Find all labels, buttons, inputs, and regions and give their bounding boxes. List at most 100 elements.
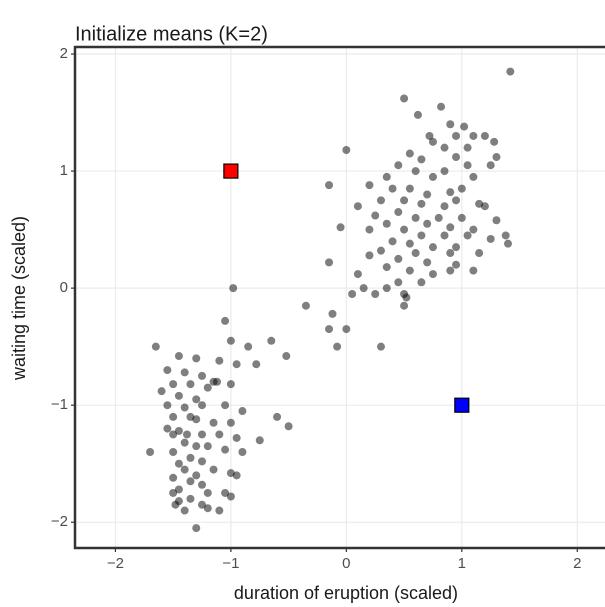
data-point — [417, 199, 426, 208]
data-point — [186, 380, 195, 389]
data-point — [146, 448, 155, 457]
data-point — [411, 249, 420, 258]
data-point — [198, 430, 207, 439]
x-tick-label: −1 — [222, 555, 239, 572]
data-point — [437, 102, 446, 111]
data-point — [394, 278, 403, 287]
data-point — [203, 383, 212, 392]
data-point — [452, 196, 461, 205]
data-point — [174, 485, 183, 494]
data-point — [180, 506, 189, 515]
data-point — [492, 216, 501, 225]
data-point — [238, 407, 247, 416]
data-point — [169, 430, 178, 439]
data-point — [169, 488, 178, 497]
data-point — [428, 137, 437, 146]
data-point — [428, 243, 437, 252]
data-point — [198, 401, 207, 410]
data-point — [244, 342, 253, 351]
data-point — [198, 480, 207, 489]
data-point — [486, 234, 495, 243]
data-point — [226, 492, 235, 501]
data-point — [186, 453, 195, 462]
data-point — [333, 342, 342, 351]
data-point — [169, 448, 178, 457]
data-point — [365, 181, 374, 190]
data-point — [428, 172, 437, 181]
data-point — [469, 131, 478, 140]
data-point — [252, 360, 261, 369]
y-tick-label: −1 — [51, 396, 68, 413]
data-point — [163, 401, 172, 410]
data-point — [169, 380, 178, 389]
data-point — [486, 161, 495, 170]
data-point — [405, 149, 414, 158]
data-point — [365, 225, 374, 234]
data-point — [348, 289, 357, 298]
data-point — [174, 426, 183, 435]
data-point — [325, 181, 334, 190]
data-point — [405, 239, 414, 248]
data-point — [192, 415, 201, 424]
data-point — [446, 249, 455, 258]
data-point — [255, 436, 264, 445]
data-point — [238, 448, 247, 457]
data-point — [376, 246, 385, 255]
data-point — [215, 430, 224, 439]
data-point — [151, 342, 160, 351]
data-point — [226, 380, 235, 389]
data-point — [215, 506, 224, 515]
data-point — [452, 260, 461, 269]
data-point — [229, 284, 238, 293]
data-point — [382, 219, 391, 228]
data-point — [336, 223, 345, 232]
data-point — [405, 184, 414, 193]
data-point — [376, 342, 385, 351]
data-point — [428, 270, 437, 279]
data-point — [501, 231, 510, 240]
data-point — [463, 161, 472, 170]
data-point — [226, 336, 235, 345]
data-point — [382, 284, 391, 293]
data-point — [413, 110, 422, 119]
data-point — [365, 251, 374, 260]
data-point — [359, 284, 368, 293]
data-point — [180, 403, 189, 412]
data-point — [174, 391, 183, 400]
data-point — [169, 473, 178, 482]
data-point — [198, 457, 207, 466]
data-point — [400, 94, 409, 103]
data-point — [192, 395, 201, 404]
data-point — [209, 418, 218, 427]
data-point — [221, 445, 230, 454]
data-point — [434, 213, 443, 222]
data-point — [273, 412, 282, 421]
data-point — [388, 184, 397, 193]
data-point — [480, 131, 489, 140]
data-point — [423, 190, 432, 199]
mean-marker — [454, 397, 470, 413]
y-tick-label: 1 — [60, 162, 68, 179]
data-point — [394, 161, 403, 170]
data-point — [463, 143, 472, 152]
data-point — [457, 213, 466, 222]
data-point — [492, 153, 501, 162]
x-axis-label: duration of eruption (scaled) — [234, 583, 458, 603]
data-point — [213, 377, 222, 386]
data-point — [180, 465, 189, 474]
data-point — [460, 122, 469, 131]
data-point — [282, 352, 291, 361]
data-point — [221, 316, 230, 325]
data-point — [400, 301, 409, 310]
data-point — [169, 412, 178, 421]
data-point — [232, 433, 241, 442]
data-point — [174, 459, 183, 468]
data-point — [475, 249, 484, 258]
data-point — [198, 500, 207, 509]
data-point — [232, 360, 241, 369]
data-point — [376, 196, 385, 205]
data-point — [267, 336, 276, 345]
data-point — [440, 202, 449, 211]
data-point — [203, 442, 212, 451]
